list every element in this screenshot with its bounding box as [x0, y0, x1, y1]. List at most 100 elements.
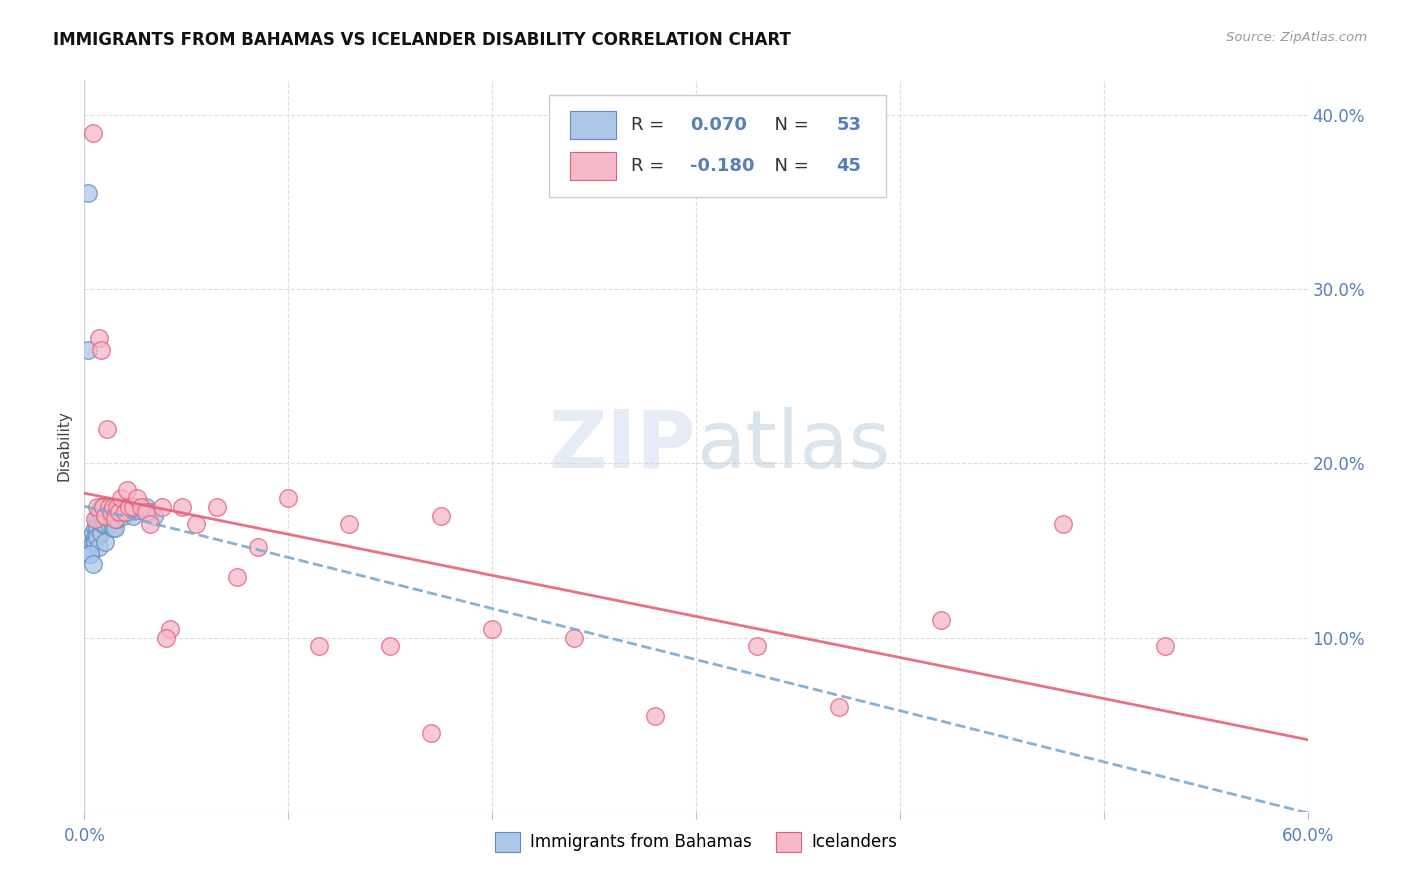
Point — [114, 505, 136, 519]
Point — [90, 508, 112, 523]
Point — [91, 500, 114, 514]
Point — [100, 512, 122, 526]
Point — [82, 534, 104, 549]
Point — [115, 500, 138, 514]
Point — [277, 491, 299, 506]
Point — [205, 500, 228, 514]
Point — [87, 540, 110, 554]
FancyBboxPatch shape — [569, 152, 616, 180]
Point — [186, 517, 208, 532]
Point — [90, 343, 112, 358]
Point — [97, 500, 120, 514]
FancyBboxPatch shape — [550, 95, 886, 197]
Point — [96, 500, 118, 514]
Point — [112, 508, 135, 523]
Point — [82, 126, 104, 140]
Point — [83, 530, 105, 544]
Point — [1154, 640, 1177, 654]
Point — [138, 505, 160, 519]
Point — [79, 547, 101, 561]
Point — [90, 517, 112, 532]
Point — [246, 540, 269, 554]
Point — [100, 505, 122, 519]
Point — [562, 631, 585, 645]
Point — [83, 521, 105, 535]
Point — [172, 500, 194, 514]
Text: R =: R = — [631, 157, 671, 175]
Point — [159, 622, 181, 636]
Text: ZIP: ZIP — [548, 407, 696, 485]
Point — [83, 534, 105, 549]
Point — [131, 500, 153, 514]
Point — [77, 186, 100, 201]
Point — [481, 622, 503, 636]
Point — [97, 505, 120, 519]
Point — [91, 517, 114, 532]
Point — [110, 491, 132, 506]
Text: IMMIGRANTS FROM BAHAMAS VS ICELANDER DISABILITY CORRELATION CHART: IMMIGRANTS FROM BAHAMAS VS ICELANDER DIS… — [53, 31, 792, 49]
Text: 53: 53 — [837, 116, 862, 134]
Point — [150, 500, 173, 514]
Text: N =: N = — [763, 116, 814, 134]
Point — [122, 500, 145, 514]
Point — [101, 521, 124, 535]
Point — [101, 500, 124, 514]
Point — [420, 726, 443, 740]
Point — [91, 508, 114, 523]
Point — [127, 491, 149, 506]
Point — [118, 500, 141, 514]
Point — [83, 512, 105, 526]
Point — [93, 534, 115, 549]
Text: 45: 45 — [837, 157, 862, 175]
Point — [90, 526, 112, 541]
Point — [155, 631, 177, 645]
Point — [828, 700, 851, 714]
FancyBboxPatch shape — [569, 111, 616, 139]
Point — [122, 508, 145, 523]
Point — [97, 517, 120, 532]
Point — [82, 558, 104, 572]
Point — [93, 517, 115, 532]
Point — [87, 331, 110, 345]
Point — [93, 500, 115, 514]
Point — [135, 500, 157, 514]
Point — [105, 500, 128, 514]
Point — [87, 505, 110, 519]
Point — [114, 505, 136, 519]
Point — [104, 512, 127, 526]
Point — [339, 517, 361, 532]
Point — [104, 521, 127, 535]
Point — [101, 505, 124, 519]
Point — [93, 508, 115, 523]
Point — [138, 517, 160, 532]
Point — [380, 640, 402, 654]
Point — [118, 505, 141, 519]
Point — [105, 512, 128, 526]
Point — [747, 640, 769, 654]
Point — [82, 526, 104, 541]
Point — [93, 508, 115, 523]
Point — [644, 709, 666, 723]
Point — [79, 540, 101, 554]
Point — [128, 503, 150, 517]
Point — [108, 505, 131, 519]
Point — [86, 530, 108, 544]
Point — [142, 508, 165, 523]
Point — [96, 512, 118, 526]
Text: atlas: atlas — [696, 407, 890, 485]
Point — [77, 343, 100, 358]
Point — [108, 505, 131, 519]
Point — [110, 500, 132, 514]
Text: Source: ZipAtlas.com: Source: ZipAtlas.com — [1226, 31, 1367, 45]
Point — [115, 483, 138, 497]
Point — [105, 500, 128, 514]
Point — [1052, 517, 1074, 532]
Point — [430, 508, 453, 523]
Point — [79, 547, 101, 561]
Point — [91, 500, 114, 514]
Text: 0.070: 0.070 — [690, 116, 747, 134]
Point — [100, 500, 122, 514]
Point — [86, 500, 108, 514]
Y-axis label: Disability: Disability — [56, 410, 72, 482]
Point — [96, 421, 118, 435]
